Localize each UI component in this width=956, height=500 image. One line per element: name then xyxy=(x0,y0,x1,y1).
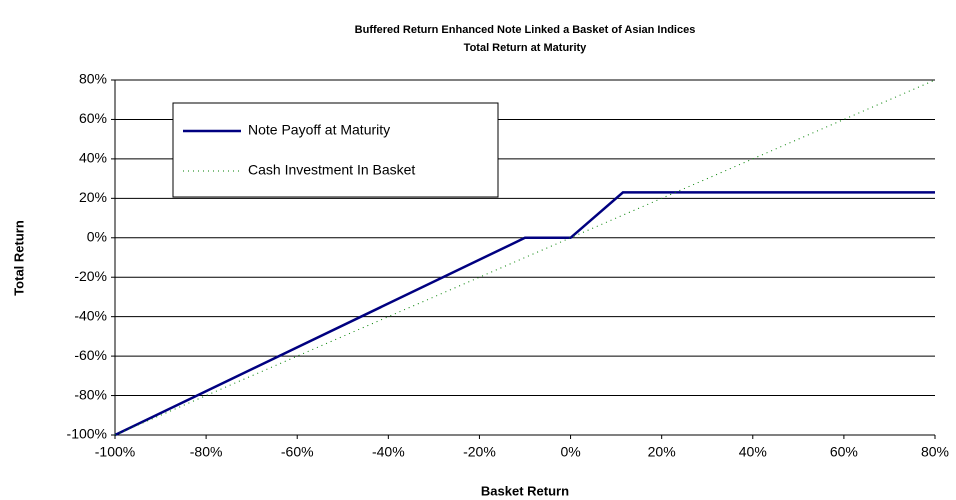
chart-subtitle: Total Return at Maturity xyxy=(464,42,588,54)
x-tick-label: -40% xyxy=(372,444,405,460)
series-line xyxy=(114,191,935,437)
y-tick-label: -80% xyxy=(74,386,107,402)
x-tick-label: 20% xyxy=(648,444,676,460)
legend-label: Cash Investment In Basket xyxy=(248,162,415,178)
x-tick-label: 80% xyxy=(921,444,949,460)
y-tick-label: 20% xyxy=(79,189,107,205)
y-tick-label: 0% xyxy=(87,228,107,244)
legend-box xyxy=(172,102,499,198)
y-tick-label: -60% xyxy=(74,347,107,363)
y-tick-label: -100% xyxy=(67,426,107,442)
chart-title: Buffered Return Enhanced Note Linked a B… xyxy=(355,24,696,36)
x-tick-label: 60% xyxy=(830,444,858,460)
x-tick-label: 40% xyxy=(739,444,767,460)
y-tick-label: 60% xyxy=(79,110,107,126)
x-tick-label: -20% xyxy=(463,444,496,460)
legend-label: Note Payoff at Maturity xyxy=(248,122,390,138)
y-axis-title: Total Return xyxy=(11,220,26,296)
x-tick-label: 0% xyxy=(560,444,580,460)
y-tick-label: 80% xyxy=(79,71,107,87)
y-tick-label: -20% xyxy=(74,268,107,284)
x-tick-label: -100% xyxy=(95,444,135,460)
x-tick-label: -60% xyxy=(281,444,314,460)
x-tick-label: -80% xyxy=(190,444,223,460)
y-tick-label: 40% xyxy=(79,150,107,166)
y-tick-label: -40% xyxy=(74,307,107,323)
x-axis-title: Basket Return xyxy=(481,483,569,498)
